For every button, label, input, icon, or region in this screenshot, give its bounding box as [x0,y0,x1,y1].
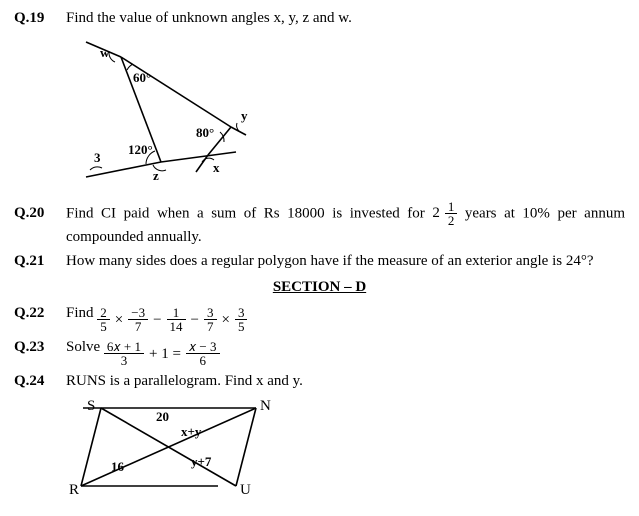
q22-f5d: 5 [235,320,248,333]
q22-f2d: 7 [128,320,148,333]
q20-text: Find CI paid when a sum of Rs 18000 is i… [66,200,625,247]
q22-f1n: 2 [97,306,110,320]
svg-text:N: N [260,398,271,414]
svg-text:3: 3 [94,150,101,165]
section-d-heading: SECTION – D [14,277,625,297]
q20-mixed-fraction: 2 1 2 [432,200,457,227]
q22-f1d: 5 [97,320,110,333]
q22-f3d: 14 [167,320,186,333]
q22-op3: − [191,310,199,330]
q23-equation: 6𝑥 + 13 + 1 = 𝑥 − 36 [104,340,220,367]
q22-expression: 25 × −37 − 114 − 37 × 35 [97,306,247,333]
q22-f3n: 1 [167,306,186,320]
q23-rden: 6 [186,354,220,367]
q20-mixed-num: 1 [445,200,458,214]
q23-text: Solve 6𝑥 + 13 + 1 = 𝑥 − 36 [66,337,625,367]
svg-text:R: R [69,482,79,496]
q21-label: Q.21 [14,251,66,271]
svg-text:80°: 80° [196,125,214,140]
q22-op2: − [153,310,161,330]
q21-text: How many sides does a regular polygon ha… [66,251,625,271]
q19-text: Find the value of unknown angles x, y, z… [66,8,625,28]
q20-mixed-whole: 2 [432,203,440,223]
svg-text:y+7: y+7 [191,454,212,469]
q19-label: Q.19 [14,8,66,28]
q22-label: Q.22 [14,303,66,323]
q23-mid: + 1 = [149,344,181,364]
q23-lden: 3 [104,354,144,367]
svg-text:y: y [241,108,248,123]
q22-op4: × [222,310,230,330]
svg-text:w: w [100,45,110,60]
svg-text:x+y: x+y [181,424,202,439]
q23-label: Q.23 [14,337,66,357]
q23-lnum: 6𝑥 + 1 [104,340,144,354]
q24-label: Q.24 [14,371,66,391]
svg-text:z: z [153,168,159,183]
q22-op1: × [115,310,123,330]
svg-text:S: S [87,398,95,414]
q19-diagram: 120° 60° w 80° y x z 3 [66,32,625,193]
q22-f2n: −3 [128,306,148,320]
svg-text:60°: 60° [133,70,151,85]
svg-text:20: 20 [156,409,169,424]
svg-text:x: x [213,160,220,175]
svg-text:16: 16 [111,459,125,474]
q20-label: Q.20 [14,203,66,223]
svg-text:120°: 120° [128,142,153,157]
q20-pre: Find CI paid when a sum of Rs 18000 is i… [66,205,432,221]
q22-f5n: 3 [235,306,248,320]
q24-diagram: S N R U 20 16 x+y y+7 [66,396,625,502]
q20-mixed-den: 2 [445,214,458,227]
q22-f4n: 3 [204,306,217,320]
q22-f4d: 7 [204,320,217,333]
q23-lead: Solve [66,339,104,355]
q24-text: RUNS is a parallelogram. Find x and y. [66,371,625,391]
svg-text:U: U [240,482,251,496]
q23-rnum: 𝑥 − 3 [186,340,220,354]
q22-lead: Find [66,305,97,321]
q22-text: Find 25 × −37 − 114 − 37 × 35 [66,303,625,333]
